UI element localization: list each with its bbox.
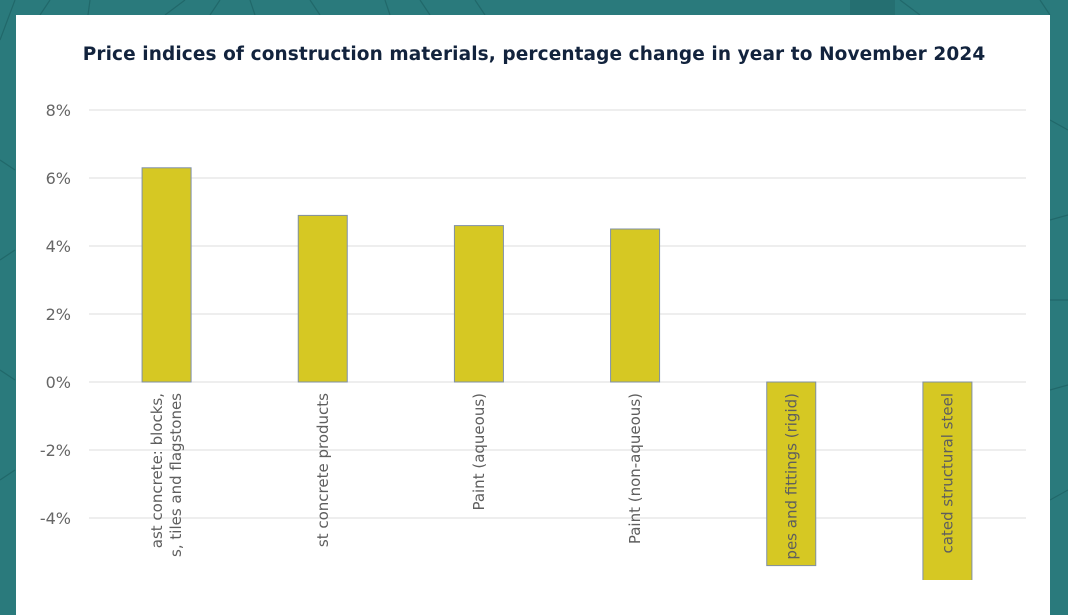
x-tick-label: Paint (non-aqueous) bbox=[626, 393, 644, 544]
x-tick-label: cated structural steel bbox=[938, 393, 956, 553]
x-tick-label: s, tiles and flagstones bbox=[167, 393, 185, 557]
y-tick-label: 4% bbox=[46, 237, 71, 256]
y-tick-label: -6% bbox=[40, 577, 71, 580]
x-axis-labels: ast concrete: blocks, s, tiles and flagst… bbox=[148, 393, 956, 560]
x-tick-label: st concrete products bbox=[314, 393, 332, 547]
chart-title: Price indices of construction materials,… bbox=[82, 44, 986, 65]
y-tick-label: 6% bbox=[46, 169, 71, 188]
bar-chart: 8% 6% 4% 2% 0% -2% -4% -6% ast concrete: blocks… bbox=[40, 101, 1026, 580]
gridlines bbox=[89, 109, 1026, 519]
y-tick-label: 2% bbox=[46, 305, 71, 324]
bar bbox=[766, 381, 817, 567]
x-tick-label: pes and fittings (rigid) bbox=[782, 393, 800, 560]
y-tick-label: 8% bbox=[46, 101, 71, 120]
y-tick-label: -2% bbox=[40, 441, 71, 460]
bar bbox=[922, 381, 973, 580]
x-tick-label: ast concrete: blocks, bbox=[148, 393, 166, 548]
y-axis-ticks: 8% 6% 4% 2% 0% -2% -4% -6% bbox=[40, 101, 71, 580]
bar bbox=[297, 214, 348, 383]
bar bbox=[610, 228, 661, 383]
y-tick-label: -4% bbox=[40, 509, 71, 528]
x-tick-label: Paint (aqueous) bbox=[470, 393, 488, 511]
y-tick-label: 0% bbox=[46, 373, 71, 392]
bars bbox=[141, 167, 973, 580]
bar bbox=[453, 225, 504, 383]
bar bbox=[141, 167, 192, 383]
